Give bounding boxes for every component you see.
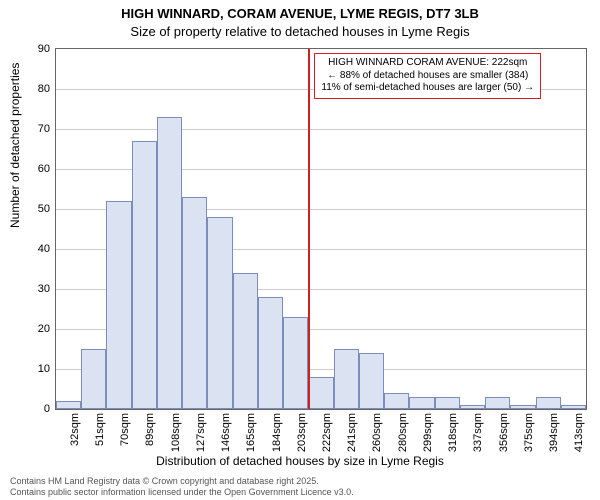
x-tick-label: 108sqm [170,413,182,452]
histogram-bar [308,377,333,409]
histogram-bar [536,397,561,409]
x-tick-label: 299sqm [422,413,434,452]
histogram-bar [359,353,384,409]
x-tick-label: 51sqm [94,413,106,446]
x-tick-label: 222sqm [321,413,333,452]
y-tick-label: 30 [38,283,50,295]
x-tick-label: 337sqm [472,413,484,452]
histogram-bar [157,117,182,409]
histogram-bar [561,405,586,409]
histogram-bar [106,201,131,409]
y-tick-label: 0 [44,403,50,415]
histogram-bar [132,141,157,409]
x-tick-label: 260sqm [371,413,383,452]
footer-line-2: Contains public sector information licen… [10,487,354,498]
plot-area: 010203040506070809032sqm51sqm70sqm89sqm1… [55,48,587,410]
x-tick-label: 241sqm [346,413,358,452]
histogram-bar [258,297,283,409]
y-tick-label: 40 [38,243,50,255]
x-tick-label: 413sqm [573,413,585,452]
histogram-bar [233,273,258,409]
histogram-bar [510,405,535,409]
footer-attribution: Contains HM Land Registry data © Crown c… [10,476,354,498]
y-tick-label: 20 [38,323,50,335]
chart-subtitle: Size of property relative to detached ho… [0,24,600,39]
gridline [56,129,586,130]
x-tick-label: 184sqm [271,413,283,452]
y-tick-label: 90 [38,43,50,55]
chart-title: HIGH WINNARD, CORAM AVENUE, LYME REGIS, … [0,6,600,21]
histogram-bar [334,349,359,409]
histogram-bar [207,217,232,409]
x-tick-label: 146sqm [220,413,232,452]
annotation-line: 11% of semi-detached houses are larger (… [321,82,534,95]
x-axis-label: Distribution of detached houses by size … [0,454,600,468]
x-tick-label: 203sqm [296,413,308,452]
x-tick-label: 280sqm [397,413,409,452]
x-tick-label: 127sqm [195,413,207,452]
histogram-bar [56,401,81,409]
x-tick-label: 356sqm [498,413,510,452]
annotation-box: HIGH WINNARD CORAM AVENUE: 222sqm← 88% o… [314,53,541,99]
annotation-line: HIGH WINNARD CORAM AVENUE: 222sqm [321,57,534,70]
histogram-bar [435,397,460,409]
x-tick-label: 32sqm [69,413,81,446]
x-tick-label: 70sqm [119,413,131,446]
x-tick-label: 318sqm [447,413,459,452]
x-tick-label: 375sqm [523,413,535,452]
x-tick-label: 89sqm [144,413,156,446]
y-tick-label: 50 [38,203,50,215]
annotation-line: ← 88% of detached houses are smaller (38… [321,70,534,83]
histogram-bar [485,397,510,409]
footer-line-1: Contains HM Land Registry data © Crown c… [10,476,354,487]
histogram-bar [460,405,485,409]
reference-line [308,49,310,409]
y-tick-label: 70 [38,123,50,135]
y-tick-label: 10 [38,363,50,375]
histogram-bar [182,197,207,409]
x-tick-label: 394sqm [548,413,560,452]
chart-container: HIGH WINNARD, CORAM AVENUE, LYME REGIS, … [0,0,600,500]
histogram-bar [283,317,308,409]
histogram-bar [384,393,409,409]
y-tick-label: 60 [38,163,50,175]
y-tick-label: 80 [38,83,50,95]
x-tick-label: 165sqm [245,413,257,452]
y-axis-label: Number of detached properties [8,63,22,228]
histogram-bar [409,397,434,409]
histogram-bar [81,349,106,409]
